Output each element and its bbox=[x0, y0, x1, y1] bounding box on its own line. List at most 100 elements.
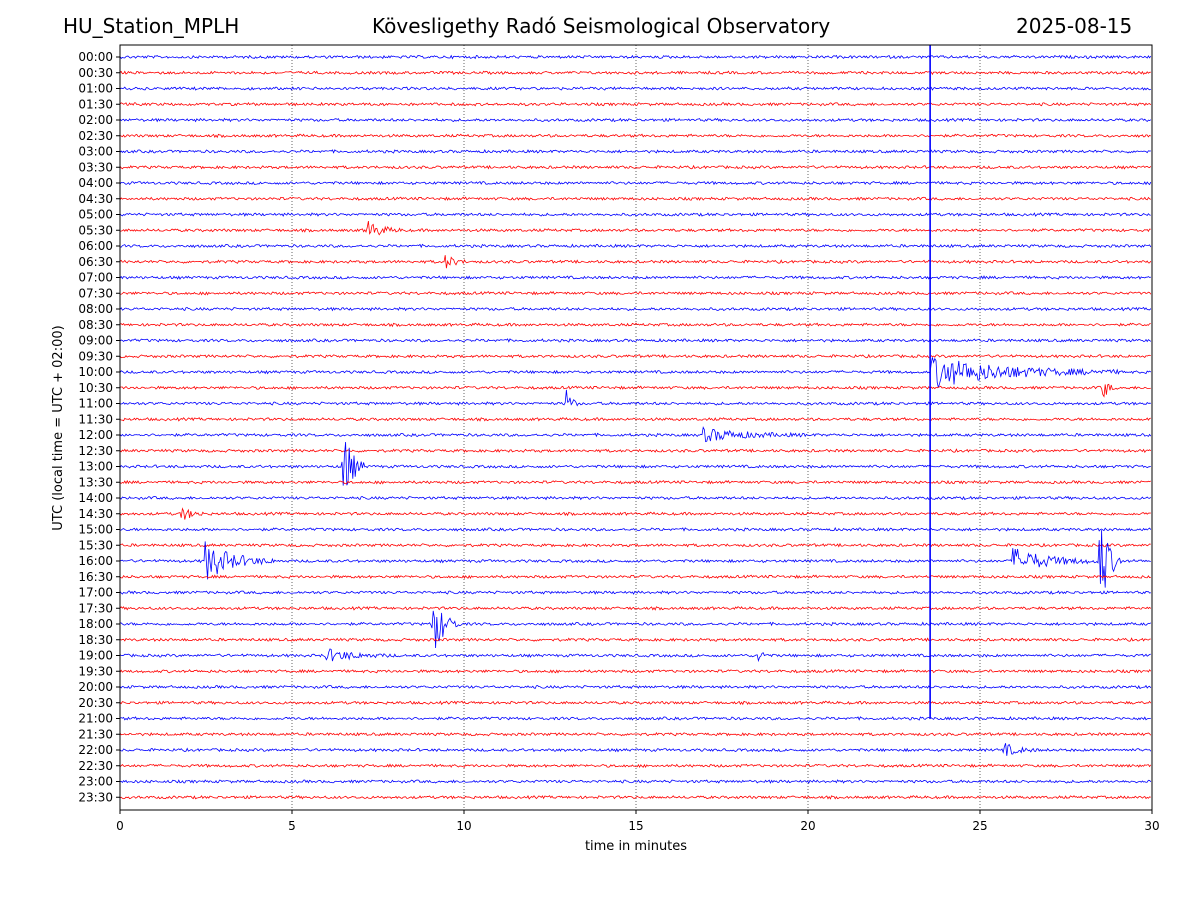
trace-row-2130 bbox=[119, 731, 1152, 737]
trace-row-2200 bbox=[119, 743, 1152, 756]
trace-row-2230 bbox=[119, 763, 1152, 769]
y-tick-label: 01:00 bbox=[78, 82, 113, 96]
x-tick-label: 10 bbox=[456, 819, 471, 833]
y-tick-label: 21:00 bbox=[78, 712, 113, 726]
y-tick-label: 23:30 bbox=[78, 790, 113, 804]
x-tick-label: 30 bbox=[1144, 819, 1159, 833]
trace-row-1900 bbox=[119, 648, 1151, 663]
trace-row-0600 bbox=[119, 243, 1152, 249]
trace-row-0100 bbox=[119, 86, 1151, 91]
y-tick-label: 15:30 bbox=[78, 538, 113, 552]
trace-row-0000 bbox=[119, 54, 1152, 60]
trace-row-1430 bbox=[119, 507, 1151, 520]
trace-row-0730 bbox=[119, 290, 1152, 296]
trace-row-1530 bbox=[119, 542, 1151, 548]
y-tick-label: 19:00 bbox=[78, 649, 113, 663]
y-tick-label: 06:00 bbox=[78, 239, 113, 253]
chart-title: Kövesligethy Radó Seismological Observat… bbox=[372, 14, 831, 38]
y-tick-label: 00:00 bbox=[78, 50, 113, 64]
trace-row-0030 bbox=[119, 70, 1151, 76]
trace-row-0830 bbox=[119, 322, 1151, 328]
y-tick-label: 08:00 bbox=[78, 302, 113, 316]
y-tick-label: 13:30 bbox=[78, 475, 113, 489]
x-axis-label: time in minutes bbox=[585, 839, 687, 854]
y-tick-label: 10:00 bbox=[78, 365, 113, 379]
trace-row-1830 bbox=[119, 637, 1151, 643]
y-tick-label: 08:30 bbox=[78, 318, 113, 332]
trace-row-1930 bbox=[119, 668, 1152, 674]
trace-row-1300 bbox=[119, 441, 1151, 486]
y-tick-label: 10:30 bbox=[78, 381, 113, 395]
y-tick-label: 06:30 bbox=[78, 255, 113, 269]
trace-row-2030 bbox=[119, 700, 1152, 706]
trace-row-0900 bbox=[119, 338, 1152, 343]
trace-row-0430 bbox=[119, 196, 1151, 202]
y-tick-label: 16:30 bbox=[78, 570, 113, 584]
x-axis-ticks: 0 5 10 15 20 25 30 bbox=[116, 810, 1160, 833]
trace-row-0930 bbox=[119, 353, 1151, 359]
y-tick-label: 20:30 bbox=[78, 696, 113, 710]
y-tick-label: 17:00 bbox=[78, 586, 113, 600]
trace-row-1730 bbox=[119, 605, 1152, 611]
y-tick-label: 09:30 bbox=[78, 349, 113, 363]
y-tick-label: 18:30 bbox=[78, 633, 113, 647]
trace-row-1200 bbox=[119, 426, 1152, 443]
y-tick-label: 03:00 bbox=[78, 145, 113, 159]
trace-row-0800 bbox=[119, 306, 1152, 312]
trace-row-1500 bbox=[119, 527, 1152, 532]
y-tick-label: 22:00 bbox=[78, 743, 113, 757]
trace-row-1700 bbox=[119, 590, 1151, 595]
trace-row-0630 bbox=[119, 255, 1152, 269]
y-tick-label: 00:30 bbox=[78, 66, 113, 80]
y-tick-label: 18:00 bbox=[78, 617, 113, 631]
y-tick-label: 21:30 bbox=[78, 727, 113, 741]
trace-row-2100 bbox=[119, 716, 1151, 721]
y-tick-label: 02:00 bbox=[78, 113, 113, 127]
trace-row-1600 bbox=[119, 530, 1151, 588]
y-tick-label: 09:00 bbox=[78, 334, 113, 348]
y-tick-label: 02:30 bbox=[78, 129, 113, 143]
y-tick-label: 12:00 bbox=[78, 428, 113, 442]
y-tick-label: 20:00 bbox=[78, 680, 113, 694]
y-tick-label: 11:00 bbox=[78, 397, 113, 411]
trace-row-1800 bbox=[119, 610, 1152, 649]
y-tick-label: 04:30 bbox=[78, 192, 113, 206]
x-tick-label: 25 bbox=[972, 819, 987, 833]
trace-row-0700 bbox=[119, 275, 1151, 280]
y-axis-label: UTC (local time = UTC + 02:00) bbox=[51, 325, 66, 530]
y-tick-label: 12:30 bbox=[78, 444, 113, 458]
trace-row-0530 bbox=[119, 220, 1151, 236]
trace-row-2000 bbox=[119, 684, 1152, 690]
trace-row-1630 bbox=[119, 574, 1151, 580]
trace-row-0500 bbox=[119, 212, 1151, 217]
trace-row-2330 bbox=[119, 794, 1151, 800]
y-tick-label: 14:30 bbox=[78, 507, 113, 521]
x-tick-label: 15 bbox=[628, 819, 643, 833]
plot-frame bbox=[119, 44, 1153, 811]
y-tick-label: 23:00 bbox=[78, 775, 113, 789]
chart-date: 2025-08-15 bbox=[1016, 14, 1133, 38]
x-tick-label: 20 bbox=[800, 819, 815, 833]
y-tick-label: 07:00 bbox=[78, 271, 113, 285]
trace-row-1230 bbox=[119, 448, 1152, 454]
y-tick-label: 22:30 bbox=[78, 759, 113, 773]
trace-row-1030 bbox=[119, 383, 1151, 398]
trace-row-1000 bbox=[119, 357, 1152, 388]
trace-row-0300 bbox=[119, 149, 1151, 154]
y-tick-label: 03:30 bbox=[78, 160, 113, 174]
trace-row-2300 bbox=[119, 779, 1152, 784]
y-tick-label: 17:30 bbox=[78, 601, 113, 615]
x-tick-label: 0 bbox=[116, 819, 124, 833]
y-tick-label: 01:30 bbox=[78, 97, 113, 111]
trace-row-0330 bbox=[119, 164, 1152, 170]
trace-row-1400 bbox=[119, 495, 1152, 501]
y-tick-label: 16:00 bbox=[78, 554, 113, 568]
y-tick-label: 05:00 bbox=[78, 208, 113, 222]
y-tick-label: 14:00 bbox=[78, 491, 113, 505]
trace-row-1330 bbox=[119, 479, 1152, 485]
y-tick-label: 05:30 bbox=[78, 223, 113, 237]
grid-lines bbox=[291, 45, 981, 810]
y-tick-label: 11:30 bbox=[78, 412, 113, 426]
